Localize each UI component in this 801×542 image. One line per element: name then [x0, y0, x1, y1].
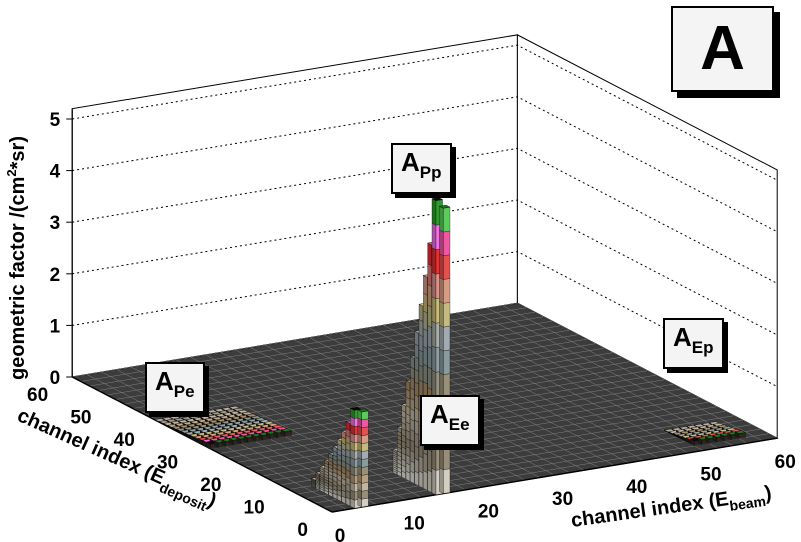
bar-face [443, 254, 451, 280]
bar-side [431, 467, 437, 496]
bar-side [423, 346, 428, 367]
bar-side [439, 277, 444, 304]
bar-side [423, 310, 428, 331]
bar-side [427, 242, 432, 266]
z-gridline [72, 44, 778, 181]
bar-side [418, 364, 424, 383]
bar-face [361, 450, 369, 460]
bar-side [418, 334, 424, 352]
bar-side [439, 324, 444, 352]
floor-mesh-line [487, 307, 748, 444]
bar-side [414, 368, 419, 385]
bar-side [414, 419, 419, 436]
bar-side [431, 296, 437, 324]
bar-side [418, 303, 424, 322]
bar-top [357, 408, 369, 413]
bar-side [414, 381, 419, 397]
bar-side [414, 330, 419, 347]
bar-face [361, 442, 369, 452]
lego-bar [280, 428, 293, 437]
bar-face [443, 349, 451, 375]
bar-side [427, 449, 432, 473]
bar-side [427, 469, 432, 493]
bar-face [443, 444, 451, 470]
bar-side [439, 467, 444, 494]
bar-side [414, 343, 419, 359]
bar-side [439, 253, 444, 280]
bar-face [443, 468, 451, 494]
bar-side [418, 319, 424, 337]
bar-face [443, 206, 451, 233]
x-axis-line [331, 437, 778, 513]
bar-side [439, 301, 444, 328]
z-gridline [72, 199, 778, 336]
bar-side [431, 320, 437, 348]
bar-face [361, 458, 369, 468]
lego-bar [357, 408, 369, 508]
bar-face [361, 410, 369, 421]
bar-side [414, 356, 419, 372]
floor-mesh-line [517, 302, 778, 439]
bar-side [427, 263, 432, 287]
floor-mesh-line [502, 305, 763, 441]
bar-side [418, 455, 424, 474]
bar-side [431, 222, 437, 250]
bar-side [427, 366, 432, 390]
bar-side [427, 284, 432, 308]
bar-face [361, 482, 369, 492]
z-gridline [72, 96, 778, 233]
bar-face [443, 302, 451, 328]
bar-side [431, 247, 437, 275]
bar-side [431, 443, 437, 471]
z-gridline [72, 147, 778, 284]
bar-side [418, 349, 424, 368]
bar-side [431, 345, 437, 373]
bar-side [427, 345, 432, 370]
lego-bar [438, 204, 451, 494]
bar-face [361, 474, 369, 484]
bar-side [431, 198, 437, 226]
bar-side [423, 275, 428, 296]
bar-top [431, 197, 444, 201]
floor-mesh-line [457, 312, 718, 449]
bar-top [349, 406, 362, 411]
bar-face [443, 230, 451, 256]
bar-side [414, 445, 419, 461]
bar-side [423, 292, 428, 314]
bar-side [418, 470, 424, 489]
bar-face [361, 434, 369, 444]
bar-side [423, 470, 428, 491]
bar-face [361, 418, 369, 429]
bar-side [427, 325, 432, 349]
bar-side [439, 443, 444, 471]
bar-side [439, 205, 444, 233]
bar-side [431, 369, 437, 397]
bar-side [423, 363, 428, 385]
bar-side [423, 328, 428, 349]
bar-face [361, 497, 369, 508]
bar-side [414, 432, 419, 448]
bar-side [414, 407, 419, 423]
floor-mesh-line [472, 310, 733, 446]
bar-face [443, 325, 451, 352]
bar-face [443, 278, 451, 304]
bar-side [431, 271, 437, 299]
bar-side [414, 394, 419, 410]
bar-side [414, 458, 419, 474]
bar-face [361, 466, 369, 476]
bar-face [361, 426, 369, 436]
bar-face [361, 489, 369, 500]
bar-side [414, 470, 419, 487]
bar-side [439, 348, 444, 375]
bar-side [427, 304, 432, 328]
bar-side [423, 452, 428, 473]
bar-side [439, 229, 444, 257]
bar-top [438, 204, 451, 209]
